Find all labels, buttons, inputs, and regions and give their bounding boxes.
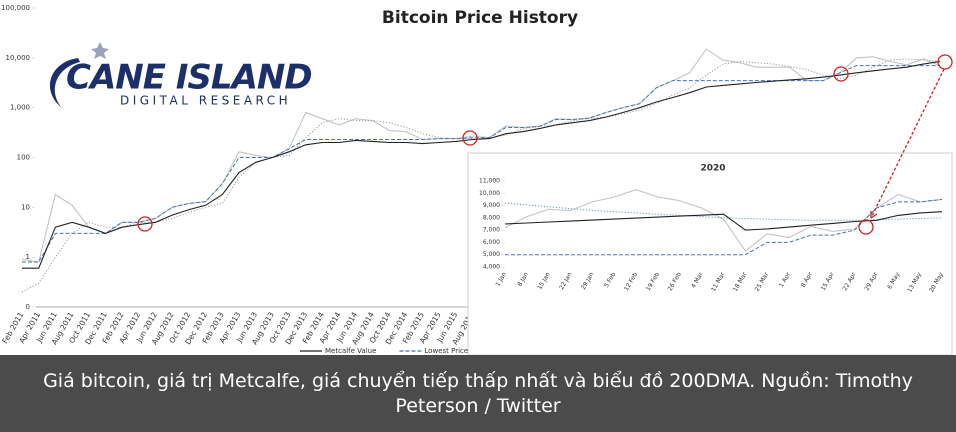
arrow-head	[870, 211, 878, 219]
y-tick-label: 5,000	[483, 251, 500, 258]
inset-title: 2020	[700, 164, 725, 174]
y-tick-label: 10,000	[479, 190, 500, 197]
y-tick-label: 8,000	[483, 214, 500, 221]
legend-label: Metcalfe Value	[325, 347, 376, 355]
caption: Giá bitcoin, giá trị Metcalfe, giá chuyể…	[0, 355, 956, 432]
y-tick-label: 11,000	[479, 178, 500, 185]
logo: CANE ISLAND DIGITAL RESEARCH	[50, 42, 313, 108]
logo-star	[91, 42, 109, 59]
y-tick-label: 4,000	[483, 264, 500, 271]
annotations	[137, 54, 953, 235]
y-tick-label: 6,000	[483, 239, 500, 246]
y-tick-label: 0	[26, 303, 30, 311]
y-tick-label: 1	[26, 253, 30, 261]
legend-label: Lowest Price Forward	[424, 347, 498, 355]
y-tick-label: 9,000	[483, 202, 500, 209]
y-tick-label: 100	[17, 154, 30, 162]
logo-name: CANE ISLAND	[66, 58, 312, 98]
y-tick-label: 10,000	[6, 54, 31, 62]
chart: Bitcoin Price History 0 1 10 100 1,000 10,000…	[0, 4, 953, 355]
series-line	[504, 202, 943, 221]
inset-frame	[467, 152, 953, 355]
series-line	[505, 198, 943, 256]
highlight-circle	[462, 130, 478, 146]
chart-title: Bitcoin Price History	[382, 8, 578, 28]
logo-swoosh	[50, 58, 80, 108]
series-line	[21, 58, 941, 293]
arrow	[870, 68, 945, 219]
logo-tagline: DIGITAL RESEARCH	[120, 94, 291, 108]
y-tick-label: 100,000	[1, 4, 30, 12]
series-line	[22, 60, 941, 269]
highlight-circle	[858, 219, 874, 235]
y-tick-label: 1,000	[10, 104, 30, 112]
y-tick-label: 10	[21, 203, 30, 211]
highlight-circle	[937, 54, 953, 70]
y-tick-label: 7,000	[483, 227, 500, 234]
highlight-circle	[137, 216, 153, 232]
highlight-circle	[833, 66, 849, 82]
inset-chart: 2020 4,000 5,000 6,000 7,000 8,000 9,000 10,00…	[467, 152, 953, 355]
